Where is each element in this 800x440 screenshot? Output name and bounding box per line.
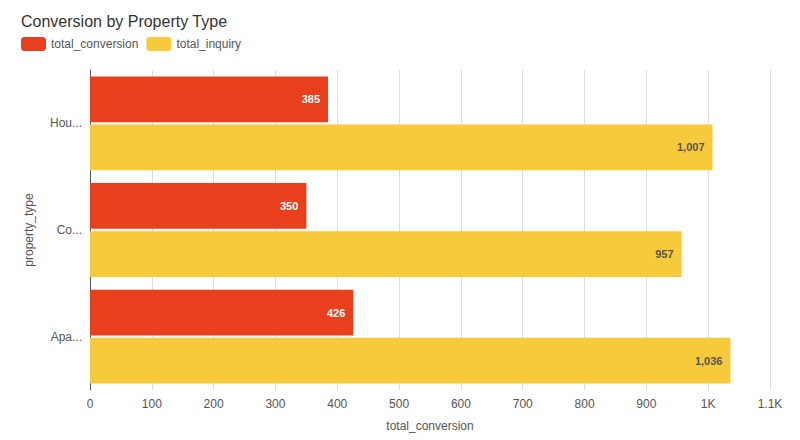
svg-text:700: 700 <box>513 397 533 411</box>
svg-text:total_inquiry: total_inquiry <box>176 37 241 51</box>
svg-text:200: 200 <box>204 397 224 411</box>
svg-text:1,036: 1,036 <box>695 355 723 367</box>
svg-text:350: 350 <box>280 200 298 212</box>
svg-text:500: 500 <box>389 397 409 411</box>
svg-text:Conversion by Property Type: Conversion by Property Type <box>21 13 227 30</box>
svg-text:900: 900 <box>636 397 656 411</box>
svg-text:400: 400 <box>327 397 347 411</box>
svg-text:300: 300 <box>265 397 285 411</box>
svg-text:1.1K: 1.1K <box>758 397 783 411</box>
svg-text:100: 100 <box>142 397 162 411</box>
svg-text:total_conversion: total_conversion <box>386 419 473 433</box>
svg-text:385: 385 <box>302 93 320 105</box>
svg-text:426: 426 <box>327 307 345 319</box>
svg-text:Apa...: Apa... <box>51 330 82 344</box>
svg-text:total_conversion: total_conversion <box>51 37 138 51</box>
svg-text:957: 957 <box>655 248 673 260</box>
svg-text:1K: 1K <box>701 397 716 411</box>
svg-text:0: 0 <box>87 397 94 411</box>
svg-text:Co...: Co... <box>57 223 82 237</box>
svg-text:Hou...: Hou... <box>50 116 82 130</box>
svg-text:property_type: property_type <box>22 193 36 267</box>
svg-text:800: 800 <box>575 397 595 411</box>
svg-text:600: 600 <box>451 397 471 411</box>
svg-text:1,007: 1,007 <box>677 141 705 153</box>
